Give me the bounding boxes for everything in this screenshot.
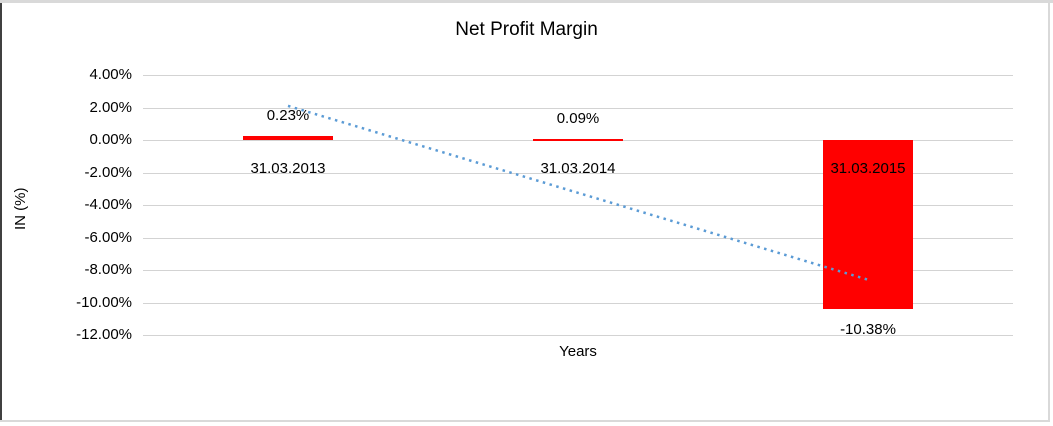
category-label-31.03.2013: 31.03.2013 xyxy=(250,160,326,177)
category-label-31.03.2015: 31.03.2015 xyxy=(830,160,906,177)
y-tick-label: -10.00% xyxy=(76,294,132,311)
y-tick-label: -12.00% xyxy=(76,326,132,343)
bar-31.03.2013 xyxy=(243,136,333,140)
y-axis-title: IN (%) xyxy=(12,187,29,231)
x-axis-title: Years xyxy=(559,343,597,360)
gridline--12.00% xyxy=(143,335,1013,336)
gridline-4.00% xyxy=(143,75,1013,76)
data-label-31.03.2015: -10.38% xyxy=(840,321,896,338)
y-tick-label: 4.00% xyxy=(89,66,132,83)
y-tick-label: -6.00% xyxy=(84,229,132,246)
gridline--10.00% xyxy=(143,303,1013,304)
y-tick-label: 2.00% xyxy=(89,99,132,116)
category-label-31.03.2014: 31.03.2014 xyxy=(540,160,616,177)
y-tick-label: -8.00% xyxy=(84,261,132,278)
bar-31.03.2014 xyxy=(533,139,623,141)
chart-frame-bottom-border xyxy=(0,420,1050,422)
chart-frame-left-border xyxy=(0,3,2,421)
data-label-31.03.2014: 0.09% xyxy=(556,110,600,127)
chart-title: Net Profit Margin xyxy=(455,19,598,40)
chart-frame-right-border xyxy=(1048,3,1050,421)
chart-frame-top-border xyxy=(0,0,1053,3)
data-label-31.03.2013: 0.23% xyxy=(266,107,310,124)
y-tick-label: -4.00% xyxy=(84,196,132,213)
y-tick-label: 0.00% xyxy=(89,131,132,148)
y-tick-label: -2.00% xyxy=(84,164,132,181)
